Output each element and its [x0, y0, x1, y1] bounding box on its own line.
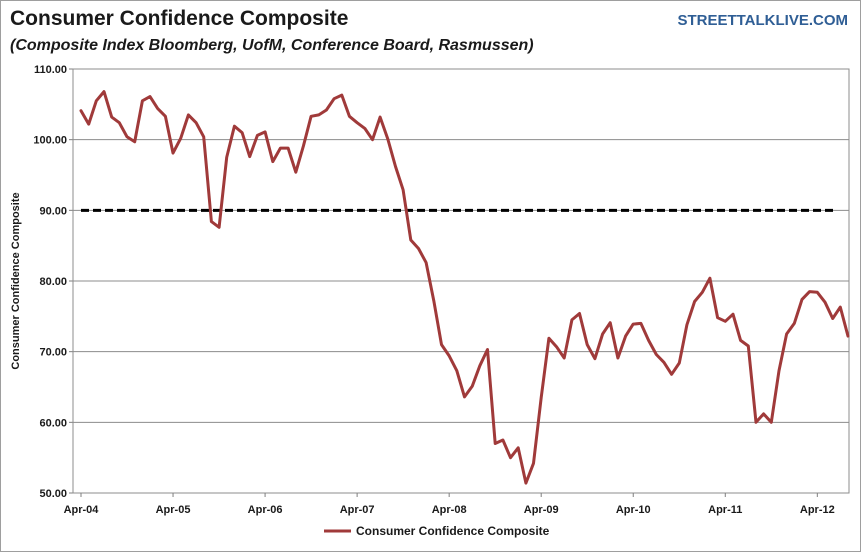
y-axis-title: Consumer Confidence Composite	[10, 192, 22, 369]
legend-label: Consumer Confidence Composite	[356, 524, 550, 538]
y-tick-label: 50.00	[39, 488, 67, 500]
x-tick-label: Apr-09	[524, 504, 559, 516]
x-tick-label: Apr-06	[248, 504, 283, 516]
axes	[69, 68, 850, 497]
y-tick-label: 70.00	[39, 347, 67, 359]
x-tick-label: Apr-12	[800, 504, 835, 516]
chart-title: Consumer Confidence Composite	[10, 7, 349, 30]
brand-watermark: STREETTALKLIVE.COM	[677, 12, 848, 29]
y-tick-label: 90.00	[39, 205, 67, 217]
x-tick-label: Apr-07	[340, 504, 375, 516]
x-tick-label: Apr-11	[708, 504, 742, 516]
tick-labels: 110.00 100.00 90.00 80.00 70.00 60.00 50.00 Apr…	[10, 64, 835, 516]
y-tick-label: 80.00	[39, 276, 67, 288]
x-tick-label: Apr-08	[432, 504, 467, 516]
chart-subtitle: (Composite Index Bloomberg, UofM, Confer…	[10, 37, 534, 54]
series-group	[79, 90, 850, 485]
y-tick-label: 110.00	[34, 64, 67, 76]
series-line-consumer-confidence-composite	[79, 90, 850, 485]
y-tick-label: 100.00	[33, 135, 67, 147]
x-tick-label: Apr-05	[156, 504, 191, 516]
x-tick-label: Apr-04	[64, 504, 100, 516]
x-tick-label: Apr-10	[616, 504, 651, 516]
y-tick-label: 60.00	[39, 417, 67, 429]
legend: Consumer Confidence Composite	[324, 524, 550, 538]
plot-area-border	[72, 68, 850, 494]
